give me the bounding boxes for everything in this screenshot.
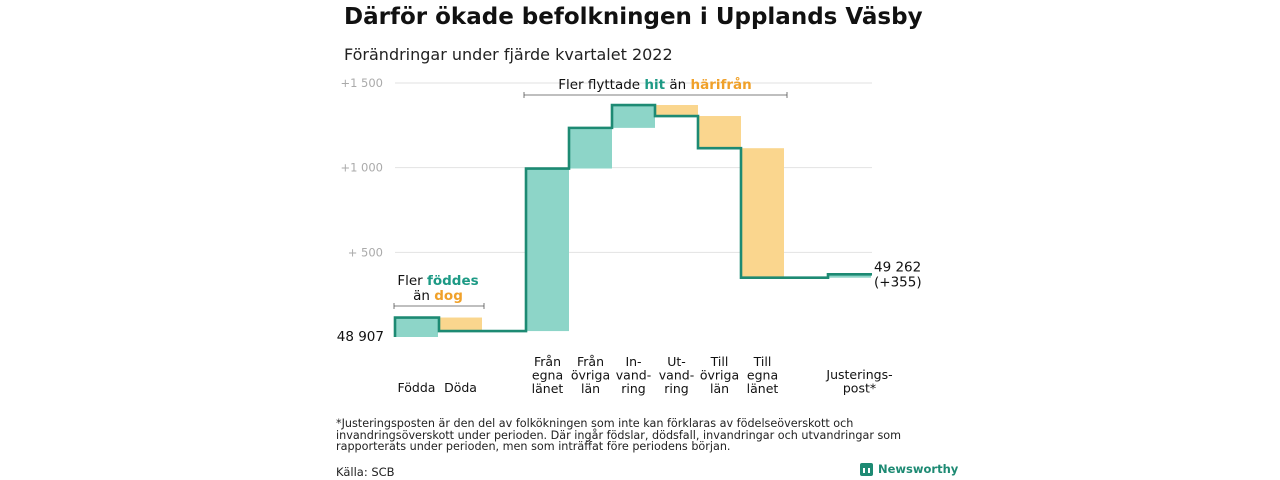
x-category-label: län [581,381,600,396]
x-category-label: egna [532,368,563,383]
x-category-label: Från [534,354,561,369]
waterfall-bar [439,317,482,332]
chart-title: Därför ökade befolkningen i Upplands Väs… [344,4,923,30]
end-change-label: (+355) [874,274,922,290]
newsworthy-logo-icon [860,462,873,476]
annotation-births-line1: Fler föddes [397,273,478,289]
x-category-label: Döda [444,380,477,395]
x-category-label: Till [753,354,772,369]
x-category-label: Födda [398,380,436,395]
waterfall-bar [395,317,438,337]
x-category-label: övriga [700,368,739,383]
x-category-label: post* [843,381,876,396]
x-category-label: övriga [571,368,610,383]
waterfall-bar [526,168,569,332]
waterfall-bar [828,274,871,278]
waterfall-bar [612,105,655,128]
x-category-label: Ut- [667,354,686,369]
source-label: Källa: SCB [336,465,395,479]
brand-name: Newsworthy [878,462,959,476]
x-category-label: egna [747,368,778,383]
waterfall-bar [698,116,741,149]
chart-subtitle: Förändringar under fjärde kvartalet 2022 [344,45,673,64]
footnote: *Justeringsposten är den del av folkökni… [336,417,902,453]
x-category-label: län [710,381,729,396]
waterfall-bar [655,105,698,117]
x-category-label: vand- [616,368,651,383]
waterfall-chart: + 500 +1 000 +1 500 48 907 49 262(+355) Födda… [337,76,922,396]
cumulative-step-line [393,103,872,337]
brand-logo: Newsworthy [860,462,958,476]
y-tick-label: + 500 [348,245,383,259]
waterfall-bar [569,127,612,169]
y-tick-label: +1 500 [340,76,383,90]
y-tick-label: +1 000 [340,161,383,175]
x-category-label: länet [747,381,779,396]
end-value-label: 49 262 [874,259,921,275]
x-category-label: ring [621,381,645,396]
x-category-label: In- [625,354,641,369]
x-category-label: länet [532,381,564,396]
annotation-migration: Fler flyttade hit än härifrån [558,76,752,93]
annotation-births-line2: än dog [413,288,463,304]
x-category-label: Justerings- [825,367,892,382]
start-value-label: 48 907 [337,329,384,345]
x-category-label: ring [664,381,688,396]
x-category-label: Från [577,354,604,369]
x-category-label: vand- [659,368,694,383]
x-category-label: Till [710,354,729,369]
waterfall-bar [741,148,784,278]
